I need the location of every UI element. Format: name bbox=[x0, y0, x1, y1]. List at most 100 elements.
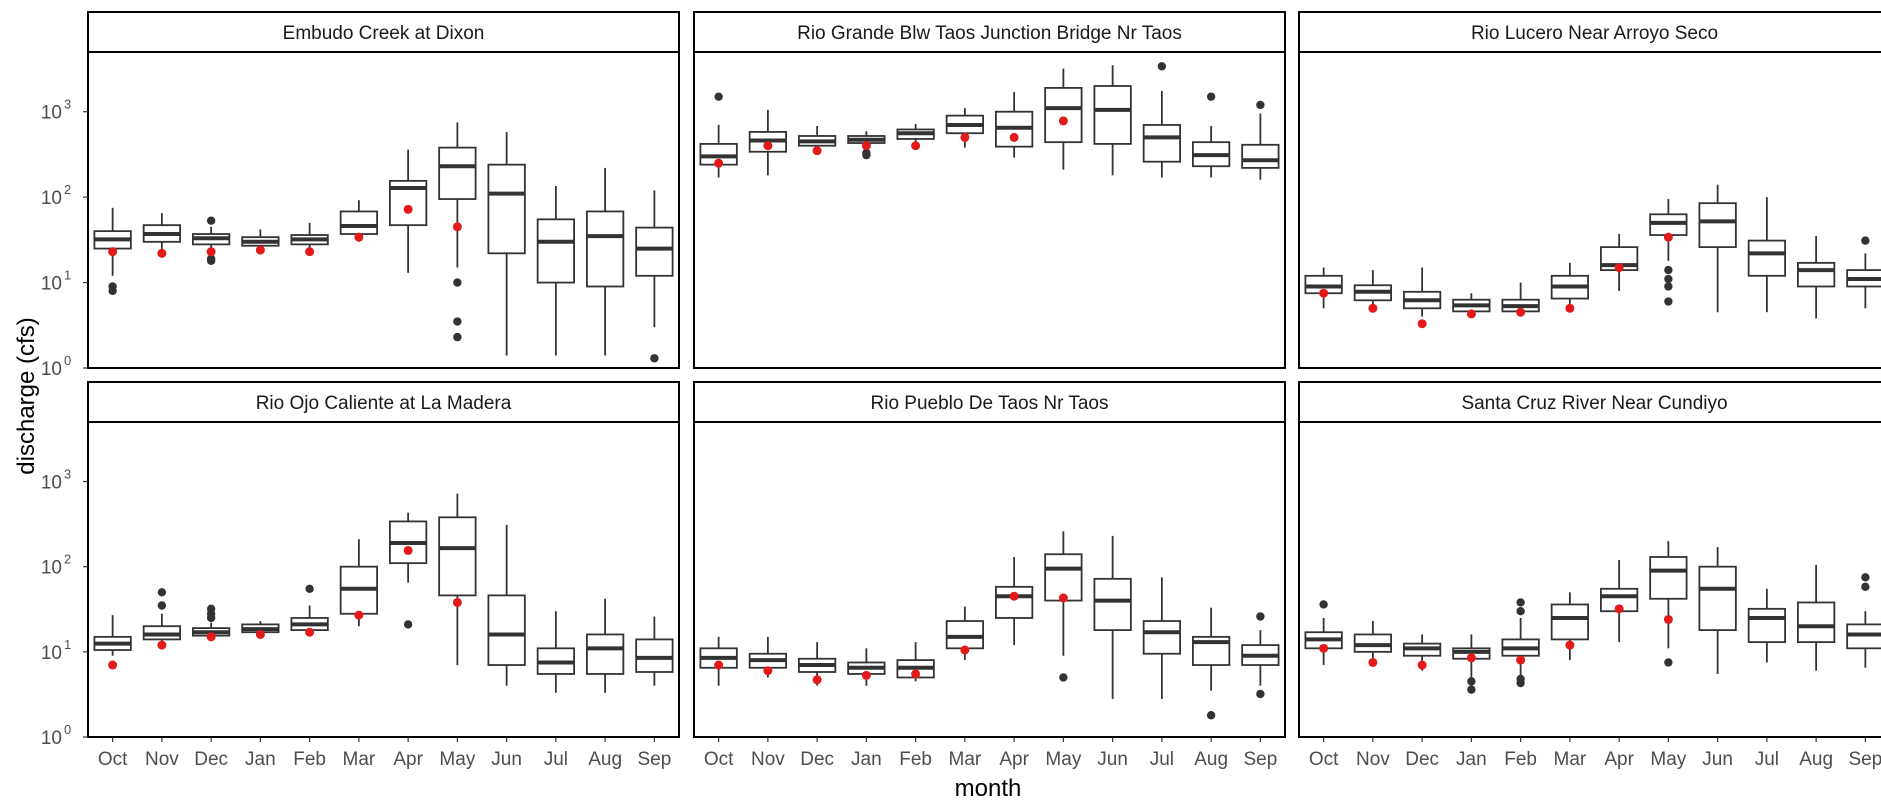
red-point bbox=[108, 247, 118, 257]
red-point bbox=[1009, 591, 1019, 601]
box-apr bbox=[1600, 559, 1639, 643]
x-tick-label: Oct bbox=[1309, 749, 1339, 770]
box-iqr bbox=[635, 638, 674, 673]
x-tick-label: Sep bbox=[637, 749, 671, 770]
y-tick-label: 10 bbox=[41, 643, 62, 664]
y-tick-label: 10 bbox=[41, 274, 62, 295]
x-tick-label: Feb bbox=[293, 749, 326, 770]
red-point bbox=[1319, 643, 1329, 653]
outlier-point bbox=[1664, 282, 1673, 291]
facet-strip bbox=[693, 11, 1286, 53]
panel-border bbox=[693, 51, 1286, 369]
red-point bbox=[1614, 604, 1624, 614]
box-jul bbox=[1747, 197, 1786, 313]
x-tick-label: May bbox=[1045, 749, 1081, 770]
box-apr bbox=[995, 556, 1034, 646]
x-tick-label: May bbox=[1650, 749, 1686, 770]
box-iqr bbox=[1142, 620, 1181, 655]
outlier-point bbox=[157, 601, 167, 610]
box-dec bbox=[192, 216, 231, 265]
y-tick-label: 10 bbox=[41, 188, 62, 209]
box-dec bbox=[1403, 267, 1442, 329]
outlier-point bbox=[1059, 673, 1068, 682]
box-nov bbox=[1353, 270, 1392, 313]
red-point bbox=[354, 232, 364, 242]
x-tick-label: Apr bbox=[999, 749, 1029, 770]
box-apr bbox=[389, 149, 428, 273]
x-tick-label: Mar bbox=[343, 749, 376, 770]
outlier-point bbox=[714, 92, 723, 101]
facet-title: Embudo Creek at Dixon bbox=[283, 23, 485, 44]
box-may bbox=[1649, 199, 1688, 306]
y-tick-exponent: 3 bbox=[64, 467, 71, 482]
red-point bbox=[452, 222, 462, 232]
facet-panel: Santa Cruz River Near Cundiyo Oct Nov Dec Ja… bbox=[1298, 381, 1881, 770]
red-point bbox=[714, 660, 724, 670]
box-jul bbox=[1142, 577, 1181, 699]
red-point bbox=[812, 675, 822, 685]
outlier-point bbox=[1664, 265, 1673, 275]
box-jan bbox=[847, 648, 886, 686]
box-iqr bbox=[487, 163, 526, 255]
x-tick-label: Nov bbox=[1356, 749, 1390, 770]
outlier-point bbox=[206, 254, 216, 263]
red-point bbox=[911, 669, 921, 679]
red-point bbox=[714, 158, 724, 168]
box-jun bbox=[1093, 65, 1132, 176]
box-may bbox=[1044, 531, 1083, 682]
facet-panel: Rio Pueblo De Taos Nr Taos Oct Nov Dec Jan Fe… bbox=[693, 381, 1286, 770]
facet-strip bbox=[1298, 11, 1881, 53]
red-point bbox=[255, 629, 265, 639]
red-point bbox=[108, 660, 118, 670]
box-apr bbox=[389, 512, 428, 629]
box-iqr bbox=[1093, 85, 1132, 145]
outlier-point bbox=[1256, 689, 1265, 699]
box-nov bbox=[142, 588, 181, 650]
outlier-point bbox=[1467, 685, 1476, 694]
outlier-point bbox=[206, 604, 216, 614]
red-point bbox=[1319, 288, 1329, 298]
facet-title: Rio Lucero Near Arroyo Seco bbox=[1471, 23, 1718, 44]
box-sep bbox=[1846, 236, 1881, 309]
y-tick-exponent: 1 bbox=[64, 268, 71, 283]
outlier-point bbox=[305, 584, 314, 593]
box-oct bbox=[1304, 600, 1343, 666]
x-tick-label: Mar bbox=[949, 749, 982, 770]
box-iqr bbox=[1747, 239, 1786, 277]
box-sep bbox=[1241, 612, 1280, 699]
panel-border bbox=[1298, 51, 1881, 369]
outlier-point bbox=[650, 354, 659, 363]
outlier-point bbox=[1664, 297, 1673, 306]
box-feb bbox=[290, 584, 329, 637]
facet-panel: Rio Grande Blw Taos Junction Bridge Nr T… bbox=[693, 11, 1286, 369]
x-tick-label: Oct bbox=[704, 749, 734, 770]
box-aug bbox=[1192, 92, 1231, 178]
y-tick-label: 10 bbox=[41, 728, 62, 749]
red-point bbox=[305, 247, 315, 257]
box-dec bbox=[1403, 634, 1442, 671]
box-iqr bbox=[586, 210, 625, 288]
outlier-point bbox=[403, 620, 413, 629]
y-axis-label: discharge (cfs) bbox=[13, 317, 40, 474]
box-jun bbox=[1093, 535, 1132, 699]
outlier-point bbox=[453, 278, 462, 287]
box-may bbox=[438, 122, 477, 342]
box-jul bbox=[1747, 588, 1786, 663]
y-tick-exponent: 0 bbox=[64, 353, 71, 368]
panel-border bbox=[87, 51, 680, 369]
box-jul bbox=[536, 186, 575, 356]
box-iqr bbox=[438, 516, 477, 597]
outlier-point bbox=[453, 317, 462, 326]
outlier-point bbox=[1256, 100, 1265, 110]
red-point bbox=[1565, 640, 1575, 650]
box-iqr bbox=[635, 226, 674, 277]
box-jan bbox=[1452, 634, 1491, 694]
box-sep bbox=[635, 616, 674, 686]
box-feb bbox=[1501, 282, 1540, 317]
red-point bbox=[157, 248, 167, 258]
x-tick-label: Dec bbox=[1405, 749, 1439, 770]
red-point bbox=[1058, 593, 1068, 603]
